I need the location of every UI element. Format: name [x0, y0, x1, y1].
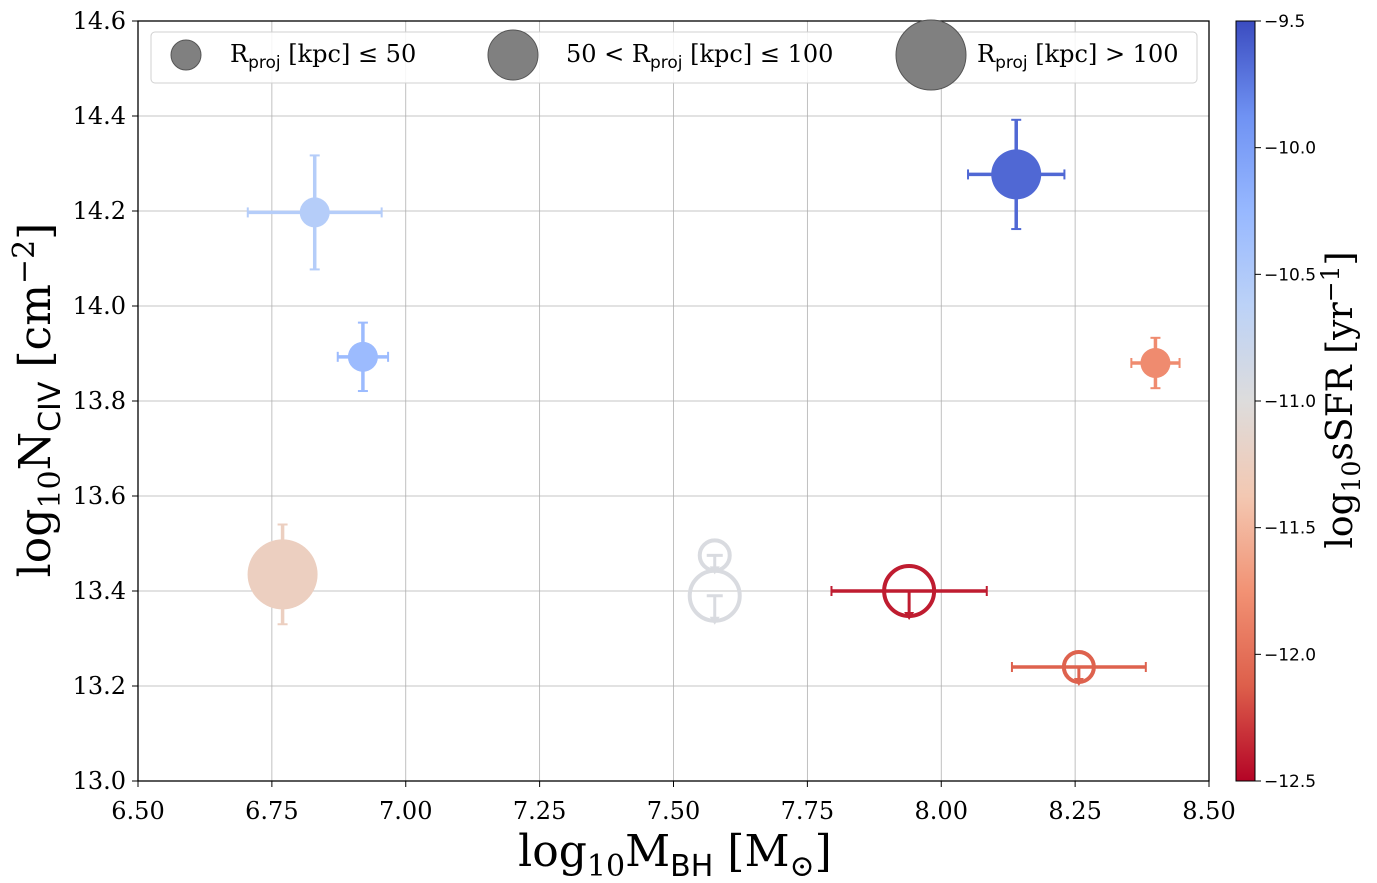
limit-arrow-head [709, 616, 720, 625]
legend-label: Rproj [kpc] > 100 [977, 40, 1179, 73]
upper-limit-marker [1010, 650, 1147, 686]
y-axis-label: log10NCIV [cm−2] [7, 223, 68, 578]
colorbar-tick-label: −11.5 [1264, 519, 1316, 539]
colorbar-tick-label: −11.0 [1264, 392, 1316, 412]
x-tick-label: 8.25 [1048, 797, 1101, 825]
y-tick-label: 13.4 [73, 577, 126, 605]
colorbar-tick-label: −10.0 [1264, 139, 1316, 159]
x-axis-label: log10MBH [M⊙] [518, 826, 832, 883]
y-tick-label: 13.6 [73, 482, 126, 510]
legend-entry: Rproj [kpc] ≤ 50 [170, 39, 416, 73]
colorbar-label: log10sSFR [yr−1] [1316, 251, 1366, 548]
legend: Rproj [kpc] ≤ 50 50 < Rproj [kpc] ≤ 100 Rp… [150, 19, 1198, 91]
x-tick-label: 7.50 [647, 797, 700, 825]
filled-marker [991, 149, 1042, 200]
y-tick-label: 14.4 [73, 102, 126, 130]
data-point [1130, 336, 1181, 390]
limit-arrow-head [904, 612, 915, 620]
legend-label: Rproj [kpc] ≤ 50 [230, 40, 416, 73]
filled-marker [1140, 348, 1171, 378]
colorbar-tick-label: −12.0 [1264, 645, 1316, 665]
limit-arrow-head [1073, 678, 1084, 686]
legend-entry: Rproj [kpc] > 100 [895, 19, 1179, 91]
x-tick-label: 6.75 [245, 797, 298, 825]
legend-entry: 50 < Rproj [kpc] ≤ 100 [487, 29, 833, 81]
data-points [246, 118, 1181, 686]
colorbar: −9.5 −10.0 −10.5 −11.0 −11.5 −12.0 −12.5 [1235, 12, 1316, 792]
x-tick-label: 8.00 [915, 797, 968, 825]
axis-ticks: 6.50 6.75 7.00 7.25 7.50 7.75 8.00 8.25 8.50 13.0… [73, 7, 1236, 825]
upper-limit-marker [830, 564, 988, 620]
upper-limit-marker [687, 568, 742, 625]
colorbar-gradient [1235, 20, 1256, 782]
data-point [967, 118, 1066, 231]
colorbar-tick-label: −10.5 [1264, 265, 1316, 285]
colorbar-tick-label: −12.5 [1264, 772, 1316, 792]
y-tick-label: 13.0 [73, 767, 126, 795]
y-tick-label: 14.0 [73, 292, 126, 320]
legend-marker [170, 39, 202, 71]
y-tick-label: 13.8 [73, 387, 126, 415]
x-tick-label: 6.50 [111, 797, 164, 825]
x-tick-label: 7.25 [513, 797, 566, 825]
x-tick-label: 7.75 [781, 797, 834, 825]
data-point [336, 321, 390, 393]
x-tick-label: 7.00 [379, 797, 432, 825]
data-point [246, 154, 383, 271]
filled-marker [247, 539, 318, 610]
y-tick-label: 14.6 [73, 7, 126, 35]
y-tick-label: 13.2 [73, 672, 126, 700]
x-tick-label: 8.50 [1182, 797, 1235, 825]
legend-marker [487, 29, 539, 81]
y-tick-label: 14.2 [73, 197, 126, 225]
filled-marker [347, 341, 378, 372]
filled-marker [299, 197, 330, 228]
legend-marker [895, 19, 967, 91]
colorbar-tick-label: −9.5 [1264, 12, 1305, 32]
legend-label: 50 < Rproj [kpc] ≤ 100 [566, 40, 833, 73]
data-point [247, 523, 318, 626]
